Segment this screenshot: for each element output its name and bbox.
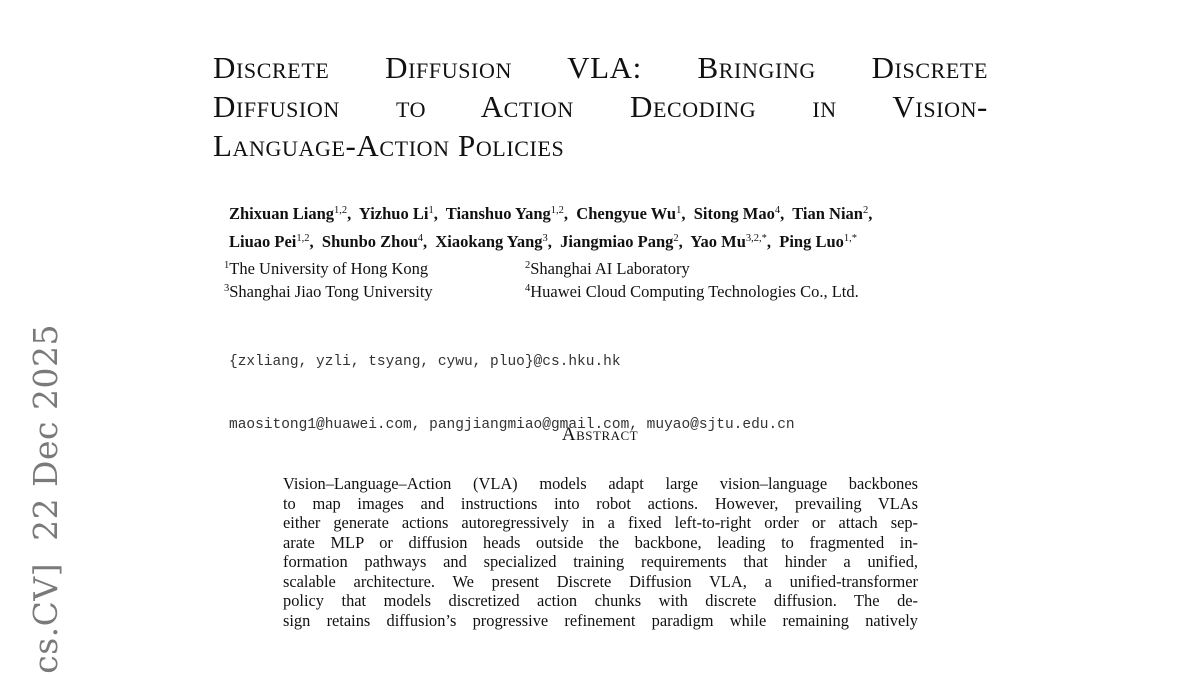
author-list: Zhixuan Liang1,2, Yizhuo Li1, Tianshuo Y… [229, 200, 872, 256]
affiliation: 4Huawei Cloud Computing Technologies Co.… [525, 282, 859, 301]
author: Ping Luo1,* [779, 232, 858, 251]
author: Zhixuan Liang1,2, [229, 204, 352, 223]
author: Shunbo Zhou4, [321, 232, 428, 251]
abstract-line: arate MLP or diffusion heads outside the… [283, 532, 918, 552]
abstract-line: to map images and instructions into robo… [283, 493, 918, 513]
author: Yao Mu3,2,*, [690, 232, 771, 251]
paper-title: Discrete Diffusion VLA: Bringing Discret… [213, 48, 988, 165]
abstract-heading: Abstract [561, 424, 639, 445]
abstract-body: Vision–Language–Action (VLA) models adap… [283, 474, 918, 630]
author: Tianshuo Yang1,2, [445, 204, 569, 223]
author: Sitong Mao4, [693, 204, 785, 223]
affiliation: 3Shanghai Jiao Tong University [224, 282, 433, 301]
title-line: Language-Action Policies [213, 128, 565, 163]
abstract-line: either generate actions autoregressively… [283, 513, 918, 532]
affiliation: 2Shanghai AI Laboratory [525, 259, 690, 278]
email-line: maositong1@huawei.com, pangjiangmiao@gma… [229, 417, 795, 433]
abstract-line: policy that models discretized action ch… [283, 591, 918, 610]
abstract-line: scalable architecture. We present Discre… [283, 571, 918, 591]
author: Chengyue Wu1, [576, 204, 686, 223]
abstract-line: sign retains diffusion’s progressive ref… [283, 610, 918, 630]
abstract-line: formation pathways and specialized train… [283, 552, 918, 571]
emails: {zxliang, yzli, tsyang, cywu, pluo}@cs.h… [229, 310, 795, 457]
author: Liuao Pei1,2, [229, 232, 314, 251]
title-line: Diffusion to Action Decoding in Vision- [213, 89, 988, 124]
arxiv-stamp: cs.CV] 22 Dec 2025 [26, 324, 65, 674]
abstract-line: Vision–Language–Action (VLA) models adap… [283, 474, 918, 493]
email-line: {zxliang, yzli, tsyang, cywu, pluo}@cs.h… [229, 354, 621, 370]
author: Xiaokang Yang3, [435, 232, 552, 251]
affiliation: 1The University of Hong Kong [224, 259, 429, 278]
author: Jiangmiao Pang2, [560, 232, 683, 251]
author: Tian Nian2, [792, 204, 873, 223]
title-line: Discrete Diffusion VLA: Bringing Discret… [213, 50, 988, 85]
author: Yizhuo Li1, [358, 204, 438, 223]
